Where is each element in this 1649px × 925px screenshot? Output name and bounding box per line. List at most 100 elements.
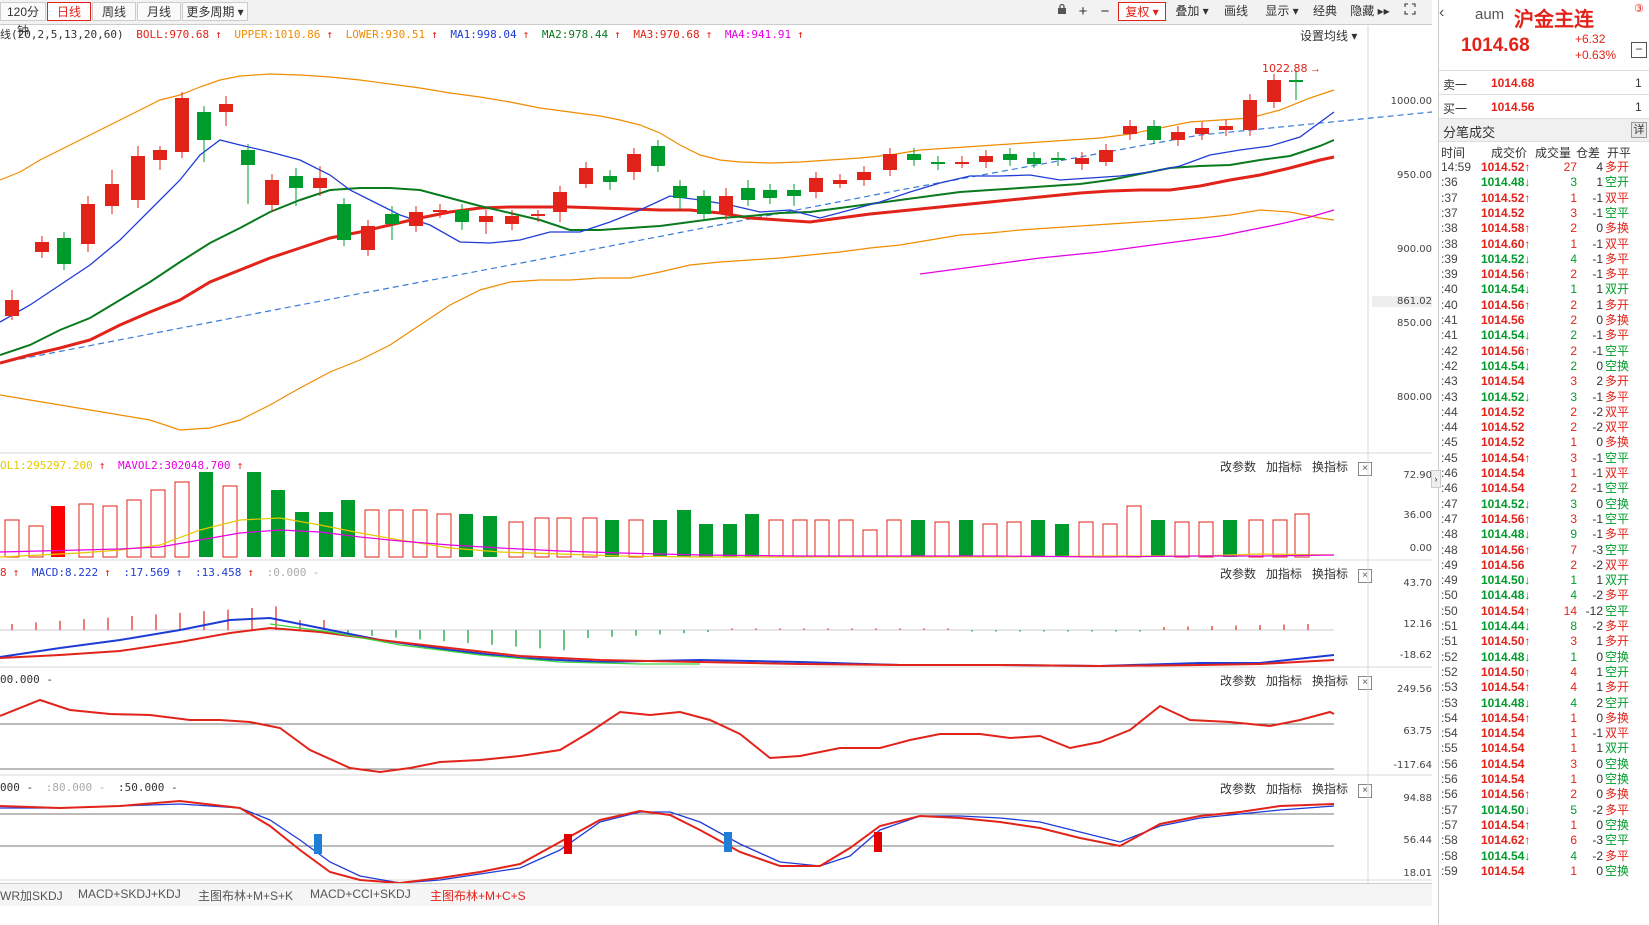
change-params-button[interactable]: 改参数 [1220,567,1257,581]
indicator-template-bar: WR加SKDJ MACD+SKDJ+KDJ 主图布林+M+S+K MACD+CC… [0,883,1432,906]
tick-row: :45 1014.54↑ 3 -1 空平 [1439,451,1649,466]
volume-bar [126,499,142,558]
adjust-rights-button[interactable]: 复权 ▾ [1118,2,1166,21]
tick-volume: 4 [1570,848,1577,863]
tick-volume: 1 [1570,466,1577,480]
down-arrow-icon: ↓ [1524,848,1531,863]
candle [105,184,119,206]
template-tab[interactable]: MACD+CCI+SKDJ [310,887,411,901]
close-icon[interactable]: × [1358,676,1373,690]
up-arrow-icon: ↑ [104,566,111,579]
tick-time: :56 [1441,772,1458,786]
tick-volume: 2 [1570,221,1577,236]
change-params-button[interactable]: 改参数 [1220,674,1257,688]
add-indicator-button[interactable]: 加指标 [1266,460,1303,474]
tick-time: :41 [1441,328,1458,343]
template-tab[interactable]: MACD+SKDJ+KDJ [78,887,181,901]
up-arrow-icon: ↑ [175,566,183,579]
candle [673,186,687,198]
add-indicator-button[interactable]: 加指标 [1266,567,1303,581]
zoom-in-icon[interactable]: + [1078,3,1088,20]
tick-volume: 1 [1570,649,1577,664]
tick-price: 1014.54↑ [1481,450,1531,465]
tick-time: :52 [1441,649,1458,664]
period-tab-monthly[interactable]: 月线 [137,2,181,21]
zoom-out-icon[interactable]: − [1100,3,1110,20]
tick-oi-change: -1 [1592,236,1603,251]
switch-indicator-button[interactable]: 换指标 [1312,782,1349,796]
add-indicator-button[interactable]: 加指标 [1266,782,1303,796]
volume-bar [1198,521,1214,558]
panel-toggle-icon[interactable]: › [1431,470,1441,488]
candle [857,172,871,180]
candle [955,162,969,164]
tick-price: 1014.54 [1481,772,1525,786]
period-tab-daily[interactable]: 日线 [47,2,91,21]
detail-button[interactable]: 详 [1631,122,1647,138]
down-arrow-icon: ↓ [1524,802,1531,817]
tick-time: :58 [1441,848,1458,863]
classic-button[interactable]: 经典 [1312,4,1337,18]
hide-button[interactable]: 隐藏 ▸▸ [1350,4,1390,18]
close-icon[interactable]: × [1358,462,1373,476]
display-button[interactable]: 显示 ▾ [1265,4,1299,18]
period-tab-more[interactable]: 更多周期 ▾ [182,2,248,21]
set-ma-button[interactable]: 设置均线 ▾ [1300,29,1358,43]
pane-controls-kdj: 改参数 加指标 换指标 × [1210,780,1373,798]
ask-volume: 1 [1635,76,1642,90]
tick-volume: 3 [1570,374,1577,389]
last-price: 1014.68 [1461,35,1530,56]
up-arrow-icon: ↑ [1524,680,1531,695]
tick-nature: 多平 [1605,802,1630,817]
template-tab[interactable]: 主图布林+M+S+K [198,889,294,903]
legend-macd-3: :13.458 [194,566,242,579]
switch-indicator-button[interactable]: 换指标 [1312,567,1349,581]
prev-icon[interactable]: ‹ [1439,4,1445,21]
switch-indicator-button[interactable]: 换指标 [1312,460,1349,474]
collapse-icon[interactable]: − [1631,42,1647,58]
tick-nature: 空平 [1605,205,1630,220]
period-tab-120min[interactable]: 120分钟 [0,2,46,38]
price-label: 850.00 [1397,318,1432,329]
tick-price: 1014.56↑ [1481,511,1531,526]
tick-oi-change: 0 [1596,313,1603,327]
tick-row: :41 1014.54↓ 2 -1 多平 [1439,328,1649,343]
tick-volume: 1 [1570,236,1577,251]
kdj-ylabel: 56.44 [1403,835,1432,846]
period-tab-weekly[interactable]: 周线 [92,2,136,21]
lock-icon[interactable] [1053,2,1071,21]
template-tab[interactable]: WR加SKDJ [0,889,63,903]
change-params-button[interactable]: 改参数 [1220,460,1257,474]
contract-code: aum [1475,6,1505,23]
volume-bar [792,519,808,558]
up-arrow-icon: ↑ [1524,297,1531,312]
main-legend-prefix: 线(20,2,5,13,20,60) [0,28,124,41]
tick-nature: 多平 [1605,389,1630,404]
candle [741,188,755,200]
main-legend: 线(20,2,5,13,20,60) BOLL:970.68 ↑ UPPER:10… [0,27,810,43]
add-indicator-button[interactable]: 加指标 [1266,674,1303,688]
switch-indicator-button[interactable]: 换指标 [1312,674,1349,688]
tick-price: 1014.56↑ [1481,787,1531,802]
up-arrow-icon: ↑ [1524,710,1531,725]
tick-price: 1014.54 [1481,756,1525,771]
draw-line-button[interactable]: 画线 [1223,4,1248,18]
close-icon[interactable]: × [1358,569,1373,583]
close-icon[interactable]: × [1358,784,1373,798]
change-params-button[interactable]: 改参数 [1220,782,1257,796]
ma4-line [919,209,1335,275]
tick-price: 1014.52 [1481,420,1525,435]
tick-time: :40 [1441,297,1458,312]
tick-oi-change: -2 [1592,404,1603,419]
tick-time: :39 [1441,251,1458,266]
tick-time: :56 [1441,756,1458,771]
overlay-button[interactable]: 叠加 ▾ [1175,4,1209,18]
tick-volume: 3 [1570,205,1577,220]
fullscreen-icon[interactable] [1400,2,1420,21]
tick-time: :39 [1441,267,1458,282]
template-tab-active[interactable]: 主图布林+M+C+S [430,889,526,903]
tick-nature: 多平 [1605,267,1630,282]
tick-row: :53 1014.54↑ 4 1 多开 [1439,680,1649,695]
candlestick-chart[interactable]: 1022.88 → 10 11 12 » [0,0,1432,925]
tick-price: 1014.54↑ [1481,817,1531,832]
